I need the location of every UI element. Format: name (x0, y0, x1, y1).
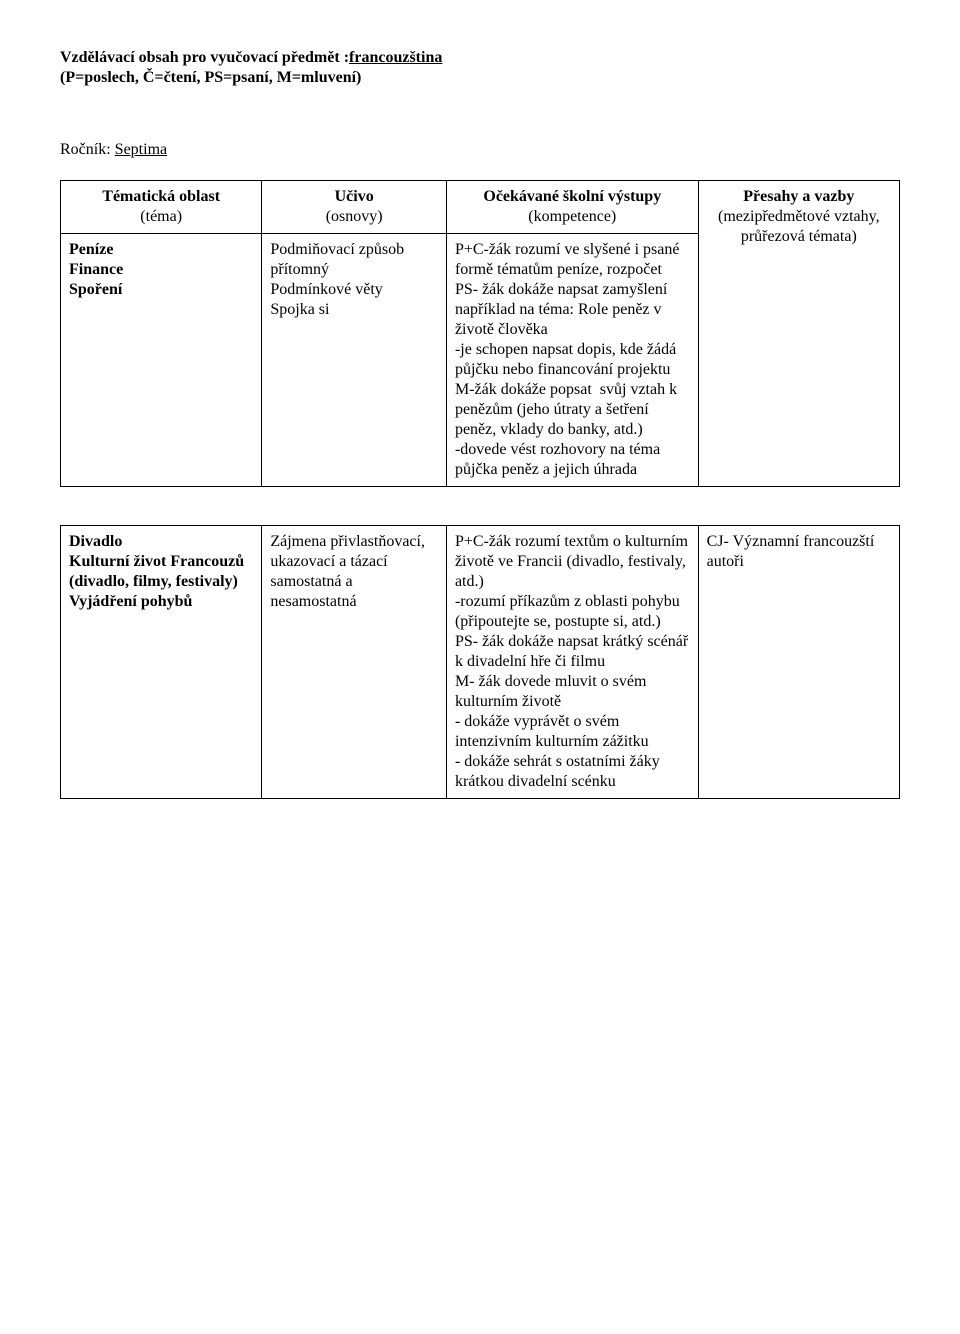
row2-theme: Divadlo Kulturní život Francouzů (divadl… (61, 526, 262, 799)
grade-label: Ročník: (60, 141, 115, 158)
col2-title: Učivo (270, 187, 438, 207)
col-header-theme: Tématická oblast (téma) (61, 181, 262, 234)
row2-outcomes: P+C-žák rozumí textům o kulturním životě… (446, 526, 698, 799)
table-gap (60, 487, 900, 525)
curriculum-table-2: Divadlo Kulturní život Francouzů (divadl… (60, 525, 900, 799)
col1-sub: (téma) (69, 207, 253, 227)
col-header-overlap: Přesahy a vazby (mezipředmětové vztahy, … (698, 181, 899, 487)
col4-title: Přesahy a vazby (707, 187, 891, 207)
title-line2: (P=poslech, Č=čtení, PS=psaní, M=mluvení… (60, 69, 361, 86)
row1-outcomes: P+C-žák rozumí ve slyšené i psané formě … (446, 234, 698, 487)
title-subject: francouzština (349, 49, 442, 66)
page-title: Vzdělávací obsah pro vyučovací předmět :… (60, 48, 900, 88)
row1-ucivo: Podmiňovací způsob přítomný Podmínkové v… (262, 234, 447, 487)
grade-line: Ročník: Septima (60, 140, 900, 160)
col1-title: Tématická oblast (69, 187, 253, 207)
row2-overlap: CJ- Významní francouzští autoři (698, 526, 899, 799)
row1-theme: Peníze Finance Spoření (61, 234, 262, 487)
col4-sub: (mezipředmětové vztahy, průřezová témata… (707, 207, 891, 247)
col2-sub: (osnovy) (270, 207, 438, 227)
table-row: Divadlo Kulturní život Francouzů (divadl… (61, 526, 900, 799)
table-header-row: Tématická oblast (téma) Učivo (osnovy) O… (61, 181, 900, 234)
col-header-ucivo: Učivo (osnovy) (262, 181, 447, 234)
grade-value: Septima (115, 141, 167, 158)
row2-ucivo: Zájmena přivlastňovací, ukazovací a táza… (262, 526, 447, 799)
curriculum-table: Tématická oblast (téma) Učivo (osnovy) O… (60, 180, 900, 487)
title-part1: Vzdělávací obsah pro vyučovací předmět : (60, 49, 349, 66)
col-header-outcomes: Očekávané školní výstupy (kompetence) (446, 181, 698, 234)
col3-title: Očekávané školní výstupy (455, 187, 690, 207)
col3-sub: (kompetence) (455, 207, 690, 227)
